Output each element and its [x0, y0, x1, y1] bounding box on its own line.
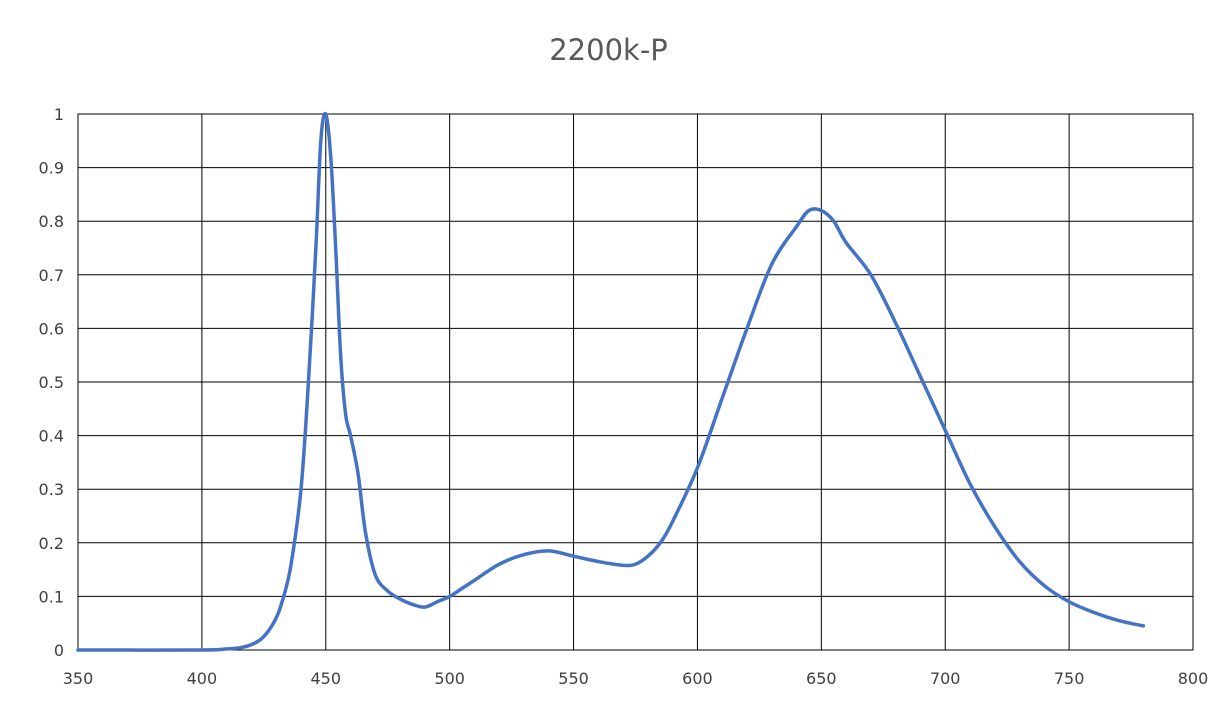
x-tick-label: 600 — [682, 669, 713, 688]
y-tick-label: 0.4 — [39, 427, 64, 446]
y-tick-label: 0.9 — [39, 159, 64, 178]
y-tick-label: 0.2 — [39, 534, 64, 553]
x-tick-label: 700 — [930, 669, 961, 688]
y-tick-label: 0.6 — [39, 319, 64, 338]
y-tick-label: 1 — [54, 105, 64, 124]
y-tick-label: 0.5 — [39, 373, 64, 392]
y-tick-label: 0 — [54, 641, 64, 660]
x-tick-label: 550 — [558, 669, 589, 688]
x-tick-label: 750 — [1054, 669, 1085, 688]
chart-title: 2200k-P — [549, 33, 668, 67]
x-tick-label: 650 — [806, 669, 837, 688]
y-tick-label: 0.1 — [39, 587, 64, 606]
x-tick-label: 800 — [1178, 669, 1209, 688]
y-tick-label: 0.7 — [39, 266, 64, 285]
x-tick-label: 450 — [311, 669, 342, 688]
x-axis-ticks: 350 400 450 500 550 600 650 700 750 800 — [63, 669, 1209, 688]
x-tick-label: 350 — [63, 669, 94, 688]
x-tick-label: 500 — [434, 669, 465, 688]
series-group — [76, 111, 1146, 652]
y-tick-label: 0.3 — [39, 480, 64, 499]
y-tick-label: 0.8 — [39, 212, 64, 231]
x-tick-label: 400 — [187, 669, 218, 688]
series-line-0 — [76, 111, 1146, 652]
grid — [77, 113, 1194, 651]
y-axis-ticks: 0 0.1 0.2 0.3 0.4 0.5 0.6 0.7 0.8 0.9 1 — [39, 105, 64, 660]
